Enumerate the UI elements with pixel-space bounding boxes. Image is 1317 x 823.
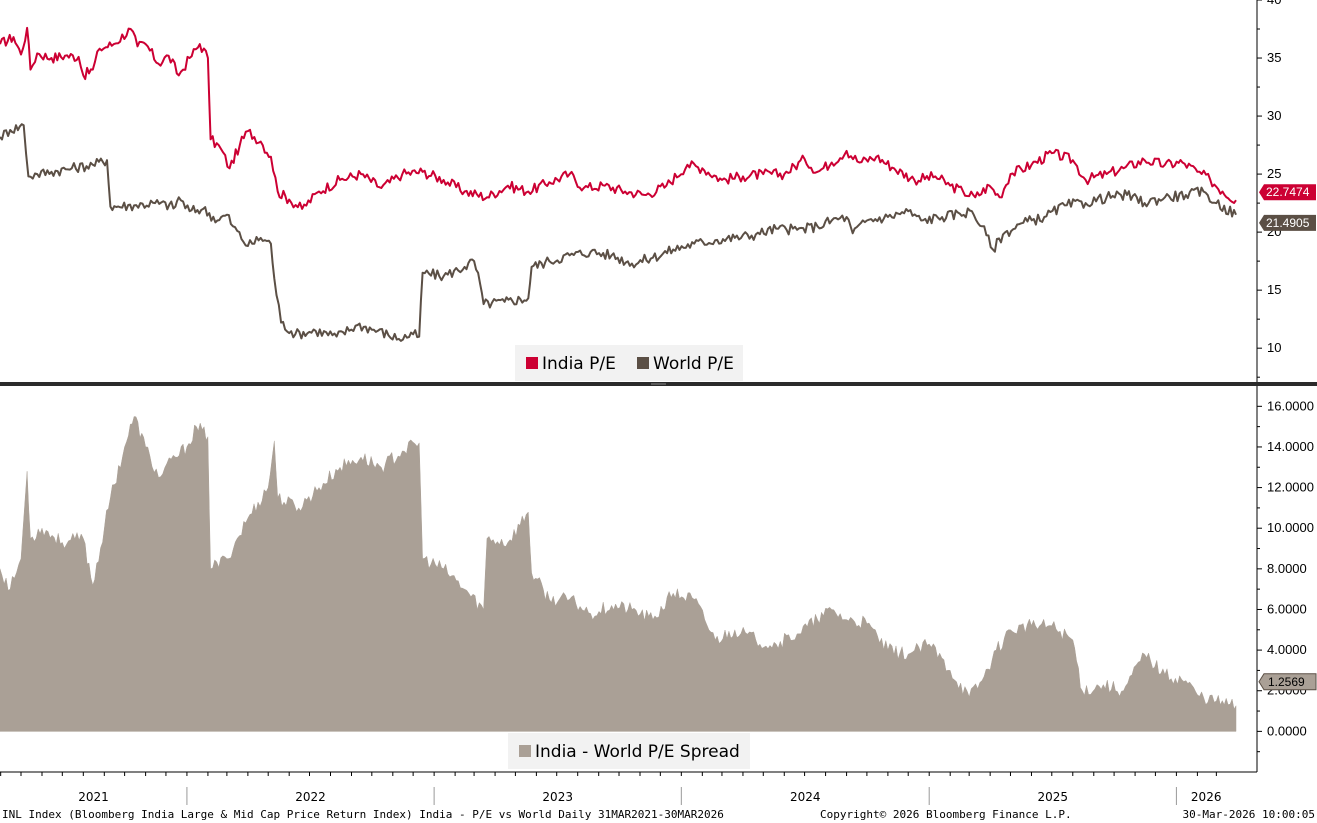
top-y-ticks: 10152025303540 (1257, 0, 1281, 378)
footer-description: INL Index (Bloomberg India Large & Mid C… (2, 808, 724, 821)
bottom-y-tick-label: 6.0000 (1267, 601, 1307, 616)
x-year-label: 2024 (790, 790, 821, 804)
footer-copyright: Copyright© 2026 Bloomberg Finance L.P. (820, 808, 1072, 821)
legend-swatch-india (526, 357, 538, 369)
last-value-text-world: 21.4905 (1266, 216, 1310, 230)
bottom-series-area (0, 416, 1237, 732)
legend-label-world: World P/E (653, 354, 734, 374)
x-year-label: 2025 (1038, 790, 1069, 804)
top-legend-background (515, 345, 743, 381)
bottom-y-tick-label: 10.0000 (1267, 520, 1314, 535)
x-year-label: 2023 (542, 790, 573, 804)
last-value-badge-india (1259, 184, 1316, 201)
legend-swatch-world (637, 357, 649, 369)
top-value-badges: 22.7474 21.4905 (1259, 184, 1316, 231)
legend-label-india: India P/E (542, 354, 616, 374)
x-year-label: 2022 (295, 790, 326, 804)
bottom-y-ticks: 0.00002.00004.00006.00008.000010.000012.… (1257, 398, 1314, 753)
legend-swatch-spread (519, 745, 531, 757)
series-line-world-pe (0, 123, 1237, 342)
legend-label-spread: India - World P/E Spread (535, 742, 740, 762)
bottom-y-tick-label: 16.0000 (1267, 398, 1314, 413)
top-y-tick-label: 30 (1267, 108, 1281, 123)
series-line-india-pe (0, 26, 1237, 210)
x-year-label: 2021 (78, 790, 109, 804)
bottom-y-tick-label: 4.0000 (1267, 642, 1307, 657)
last-value-badge-world (1259, 214, 1316, 231)
last-value-text-india: 22.7474 (1266, 185, 1310, 199)
top-series-lines (0, 26, 1237, 342)
top-y-tick-label: 40 (1267, 0, 1281, 7)
top-y-tick-label: 10 (1267, 340, 1281, 355)
x-axis: 2021 2022 2023 2024 2025 2026 (0, 772, 1222, 805)
series-area-spread (0, 416, 1237, 732)
last-value-badge-spread (1258, 673, 1317, 691)
bottom-value-badges: 1.2569 (1258, 673, 1317, 691)
last-value-text-spread: 1.2569 (1268, 675, 1305, 689)
bottom-panel: 0.00002.00004.00006.00008.000010.000012.… (0, 386, 1317, 772)
bottom-y-tick-label: 8.0000 (1267, 561, 1307, 576)
bottom-legend: India - World P/E Spread (508, 733, 750, 769)
footer: INL Index (Bloomberg India Large & Mid C… (2, 808, 1315, 821)
bottom-legend-background (508, 733, 750, 769)
bottom-y-tick-label: 14.0000 (1267, 439, 1314, 454)
top-y-tick-label: 25 (1267, 166, 1281, 181)
x-year-label: 2026 (1191, 790, 1222, 804)
footer-timestamp: 30-Mar-2026 10:00:05 (1183, 808, 1315, 821)
bottom-y-tick-label: 12.0000 (1267, 480, 1314, 495)
top-legend: India P/E World P/E (515, 345, 743, 381)
bottom-y-tick-label: 0.0000 (1267, 723, 1307, 738)
top-y-tick-label: 35 (1267, 50, 1281, 65)
top-y-tick-label: 15 (1267, 282, 1281, 297)
